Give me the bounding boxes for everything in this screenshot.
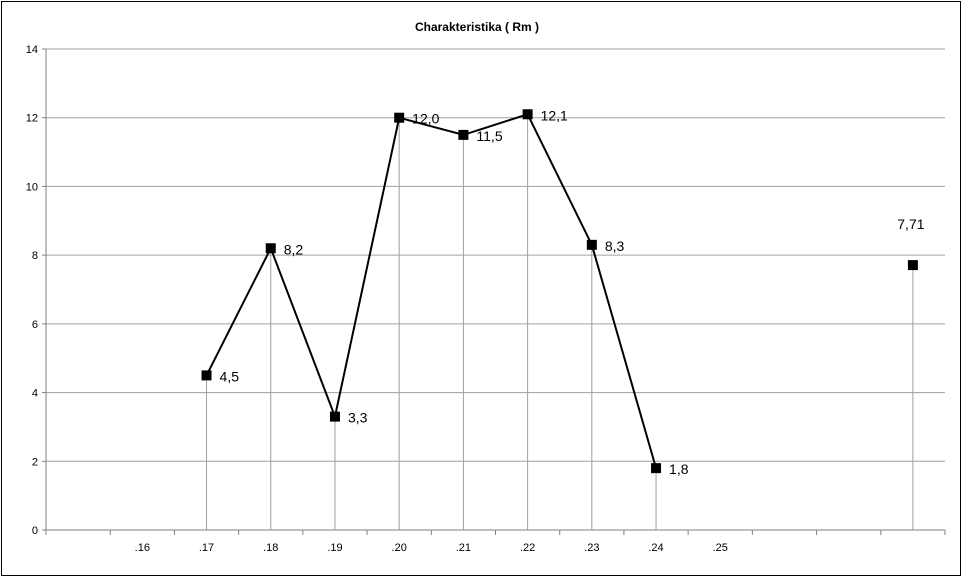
data-label: 8,2 bbox=[284, 241, 304, 257]
data-point-marker bbox=[201, 370, 212, 381]
y-tick-label: 2 bbox=[32, 456, 38, 468]
y-tick-label: 8 bbox=[32, 250, 38, 262]
data-point-marker bbox=[265, 243, 276, 254]
data-labels: 4,5 8,2 3,3 12,0 11,5 12,1 8,3 1,8 7,71 bbox=[220, 107, 925, 477]
y-tick-label: 10 bbox=[26, 181, 38, 193]
data-point-marker bbox=[458, 129, 469, 140]
x-tick-label: .25 bbox=[713, 542, 728, 554]
y-tick-label: 0 bbox=[32, 525, 38, 537]
data-label: 3,3 bbox=[348, 410, 368, 426]
grid-lines bbox=[46, 48, 945, 462]
x-tick-label: .24 bbox=[648, 542, 663, 554]
chart-title: Charakteristika ( Rm ) bbox=[415, 20, 539, 34]
data-point-marker bbox=[394, 112, 405, 123]
data-point-marker bbox=[329, 411, 340, 422]
x-tick-label: .16 bbox=[135, 542, 150, 554]
axes bbox=[42, 48, 946, 535]
series-group bbox=[201, 109, 918, 474]
x-tick-label: .20 bbox=[392, 542, 407, 554]
y-axis-tick-labels: 0 2 4 6 8 10 12 14 bbox=[26, 44, 38, 537]
data-label: 12,0 bbox=[412, 111, 439, 127]
y-tick-label: 4 bbox=[32, 388, 38, 400]
y-tick-label: 12 bbox=[26, 113, 38, 125]
x-tick-label: .21 bbox=[456, 542, 471, 554]
x-tick-label: .22 bbox=[520, 542, 535, 554]
data-label: 11,5 bbox=[476, 128, 502, 144]
y-tick-label: 6 bbox=[32, 319, 38, 331]
drop-lines bbox=[206, 114, 914, 530]
x-axis-tick-labels: .16 .17 .18 .19 .20 .21 .22 .23 .24 .25 bbox=[135, 542, 728, 554]
data-point-marker bbox=[907, 260, 918, 271]
data-point-marker bbox=[586, 239, 597, 250]
data-point-marker bbox=[651, 463, 662, 474]
data-point-marker bbox=[522, 109, 533, 120]
x-tick-label: .19 bbox=[327, 542, 342, 554]
x-tick-label: .23 bbox=[584, 542, 599, 554]
x-tick-label: .18 bbox=[263, 542, 278, 554]
data-label: 7,71 bbox=[897, 216, 924, 232]
data-label: 12,1 bbox=[541, 107, 568, 123]
data-label: 4,5 bbox=[220, 368, 240, 384]
x-tick-label: .17 bbox=[199, 542, 214, 554]
series-line-0 bbox=[205, 113, 657, 469]
data-label: 1,8 bbox=[669, 461, 689, 477]
y-tick-label: 14 bbox=[26, 44, 38, 56]
data-label: 8,3 bbox=[605, 238, 625, 254]
